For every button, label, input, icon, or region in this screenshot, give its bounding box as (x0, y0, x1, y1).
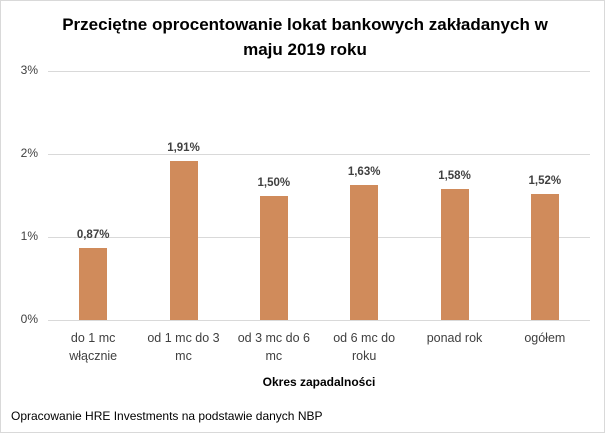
y-tick-label: 1% (20, 229, 38, 243)
chart-title-line-2: maju 2019 roku (243, 40, 367, 59)
x-tick-label: ogółem (501, 329, 589, 347)
x-tick-label-line: od 6 mc do (333, 331, 396, 345)
gridline (48, 154, 590, 155)
x-tick-label: do 1 mc włącznie (49, 329, 137, 365)
gridline (48, 237, 590, 238)
x-axis-label: Okres zapadalności (262, 375, 376, 389)
data-label: 0,87% (76, 228, 110, 241)
bar (350, 184, 379, 320)
source-note: Opracowanie HRE Investments na podstawie… (11, 409, 323, 423)
x-tick-label-line: do 1 mc (70, 331, 116, 345)
x-tick-label: od 6 mc do roku (320, 329, 408, 365)
x-tick-label-line: mc (265, 349, 283, 363)
x-tick-label-line: ogółem (524, 331, 566, 345)
x-tick-label: od 3 mc do 6 mc (230, 329, 318, 365)
gridline (48, 71, 590, 72)
x-tick-label: od 1 mc do 3 mc (140, 329, 228, 365)
x-tick-label-line: ponad rok (426, 331, 483, 345)
data-label: 1,52% (528, 174, 562, 187)
bar (79, 247, 108, 320)
x-tick-label-line: od 1 mc do 3 (147, 331, 220, 345)
chart-title-line-1: Przeciętne oprocentowanie lokat bankowyc… (62, 15, 548, 34)
y-tick-label: 2% (20, 146, 38, 160)
bar (530, 193, 559, 320)
gridline (48, 320, 590, 321)
x-tick-label-line: włącznie (69, 349, 118, 363)
data-label: 1,91% (167, 142, 200, 155)
data-label: 1,50% (257, 176, 291, 189)
x-tick-label-line: od 3 mc do 6 (237, 331, 310, 345)
bar (440, 188, 469, 320)
chart-title: Przeciętne oprocentowanie lokat bankowyc… (40, 12, 570, 62)
data-label: 1,63% (347, 165, 381, 178)
x-tick-label: ponad rok (411, 329, 499, 347)
data-label: 1,58% (438, 169, 471, 182)
bar (169, 161, 198, 320)
y-tick-label: 3% (20, 63, 38, 77)
bar (259, 195, 288, 320)
x-tick-label-line: roku (351, 349, 377, 363)
x-tick-label-line: mc (175, 349, 192, 363)
y-tick-label: 0% (20, 312, 38, 326)
